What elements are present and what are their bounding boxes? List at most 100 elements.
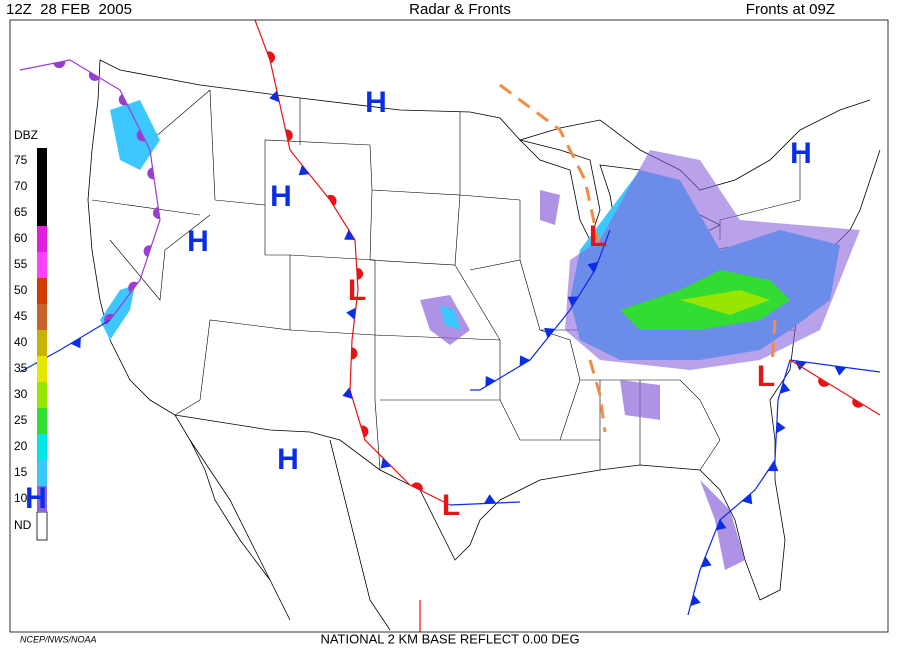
- nodata-label: ND: [14, 518, 32, 532]
- cold-front-pip: [70, 337, 81, 349]
- legend-label: 70: [14, 179, 28, 193]
- legend-swatch: [37, 200, 47, 226]
- warm-front-pip: [152, 207, 160, 219]
- legend-label: 15: [14, 465, 28, 479]
- cold-front-pip: [741, 493, 753, 505]
- high-center: H: [187, 225, 209, 258]
- legend-swatch: [37, 382, 47, 408]
- warm-front-pip: [360, 425, 369, 438]
- cold-front-pip: [519, 355, 530, 367]
- warm-front-pip: [356, 267, 364, 280]
- legend-swatch: [37, 304, 47, 330]
- warm-front-pip: [128, 281, 138, 293]
- front-line: [254, 19, 451, 506]
- trough: [770, 319, 777, 366]
- cold-front-pip: [544, 327, 555, 339]
- high-center: H: [277, 443, 299, 476]
- legend-swatch: [37, 226, 47, 252]
- map-frame: [9, 19, 889, 633]
- legend-swatch: [37, 356, 47, 382]
- legend-swatch: [37, 174, 47, 200]
- trough: [499, 83, 602, 251]
- cold-front-pip: [380, 457, 392, 469]
- cold-front-pip: [779, 382, 791, 394]
- legend-label: 55: [14, 257, 28, 271]
- warm-front-pip: [351, 347, 358, 360]
- header-left: 12Z 28 FEB 2005: [6, 1, 132, 18]
- legend-swatch: [37, 278, 47, 304]
- cold-front-pip: [567, 296, 579, 307]
- fronts: [19, 19, 881, 632]
- cold-front-pip: [794, 360, 807, 371]
- warm-front-pip: [118, 94, 128, 106]
- legend-label: 10: [14, 491, 28, 505]
- legend-label: 30: [14, 387, 28, 401]
- cold-front-pip: [700, 556, 712, 568]
- legend-label: 25: [14, 413, 28, 427]
- legend: DBZ ND 75 70 65 60 55 50 45 40 35 30 25 20 15 10: [14, 128, 48, 541]
- footer-center: NATIONAL 2 KM BASE REFLECT 0.00 DEG: [320, 631, 579, 646]
- cold-front-pip: [298, 164, 310, 176]
- warm-front-pip: [852, 398, 864, 408]
- front-line: [19, 59, 161, 321]
- legend-label: 20: [14, 439, 28, 453]
- cold-front-pip: [587, 261, 599, 274]
- front-line: [687, 359, 881, 616]
- low-center: L: [348, 274, 366, 307]
- cold-front-pip: [346, 307, 356, 320]
- high-center: H: [25, 482, 47, 515]
- warm-front-pip: [411, 482, 423, 492]
- high-center: H: [790, 137, 812, 170]
- legend-label: 60: [14, 231, 28, 245]
- legend-title: DBZ: [14, 128, 38, 142]
- nodata-swatch: [36, 511, 48, 541]
- warm-front-pip: [136, 129, 146, 142]
- legend-swatch: [37, 434, 47, 460]
- legend-swatch: [37, 460, 47, 486]
- legend-label: 35: [14, 361, 28, 375]
- cold-front-pip: [834, 365, 847, 376]
- warm-front-pip: [327, 194, 337, 206]
- legend-swatch: [37, 486, 47, 512]
- high-center: H: [270, 180, 292, 213]
- legend-swatch: [37, 148, 47, 174]
- header-right: Fronts at 09Z: [746, 1, 835, 18]
- legend-swatch: [37, 252, 47, 278]
- warm-front-pip: [143, 245, 152, 257]
- header-center: Radar & Fronts: [409, 1, 511, 18]
- warm-front-pip: [818, 377, 830, 387]
- front-line: [449, 501, 521, 506]
- cold-front-pip: [269, 90, 280, 103]
- front-line: [789, 359, 881, 416]
- low-center: L: [757, 360, 775, 393]
- cold-front-pip: [342, 387, 353, 399]
- front-line: [19, 319, 111, 373]
- cold-front-pip: [776, 421, 786, 434]
- cold-front-pip: [715, 519, 727, 531]
- warm-front-pip: [88, 71, 101, 81]
- cold-front-pip: [344, 229, 355, 240]
- legend-label: 45: [14, 309, 28, 323]
- warm-front-pip: [147, 167, 155, 180]
- cold-front-pip: [767, 461, 779, 472]
- trough: [588, 359, 607, 433]
- warm-front-pip: [53, 60, 66, 69]
- cold-front-pip: [690, 594, 701, 607]
- warm-front-pip: [266, 51, 276, 64]
- warm-front-pip: [285, 129, 293, 142]
- low-center: L: [589, 220, 607, 253]
- legend-label: 65: [14, 205, 28, 219]
- legend-label: 40: [14, 335, 28, 349]
- pressure-centers: H H H H H H L L L L: [25, 86, 812, 522]
- high-center: H: [365, 86, 387, 119]
- legend-label: 50: [14, 283, 28, 297]
- radar-echoes: [100, 100, 860, 570]
- cold-front-pip: [483, 494, 496, 504]
- footer-left: NCEP/NWS/NOAA: [20, 634, 97, 644]
- cold-front-pip: [485, 375, 496, 387]
- legend-swatch: [37, 330, 47, 356]
- legend-label: 75: [14, 153, 28, 167]
- legend-swatch: [37, 408, 47, 434]
- low-center: L: [442, 489, 460, 522]
